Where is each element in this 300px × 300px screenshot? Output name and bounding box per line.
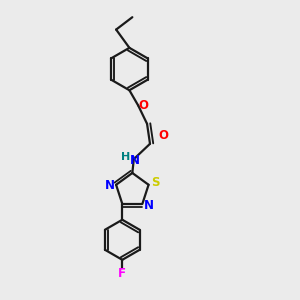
Text: O: O (158, 129, 168, 142)
Text: S: S (151, 176, 159, 189)
Text: N: N (105, 179, 115, 192)
Text: O: O (139, 99, 148, 112)
Text: N: N (129, 154, 140, 166)
Text: H: H (121, 152, 130, 162)
Text: N: N (144, 199, 154, 212)
Text: F: F (118, 267, 126, 280)
